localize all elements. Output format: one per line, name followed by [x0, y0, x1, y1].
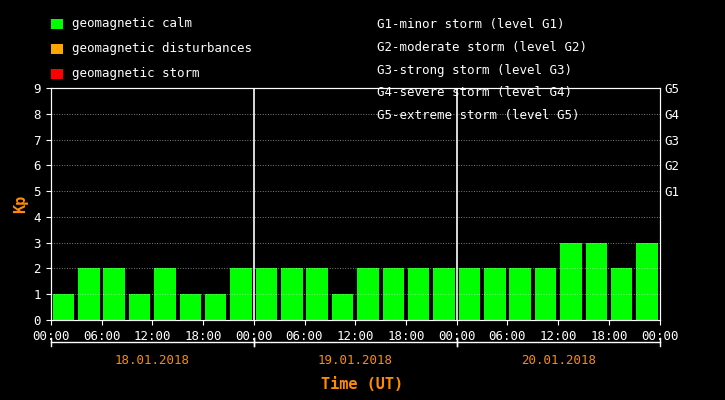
Bar: [205, 294, 226, 320]
Bar: [434, 268, 455, 320]
Bar: [484, 268, 505, 320]
Text: G2-moderate storm (level G2): G2-moderate storm (level G2): [377, 41, 587, 54]
Bar: [560, 243, 581, 320]
Bar: [231, 268, 252, 320]
Bar: [383, 268, 404, 320]
Bar: [535, 268, 556, 320]
Bar: [104, 268, 125, 320]
Bar: [459, 268, 480, 320]
Text: G5-extreme storm (level G5): G5-extreme storm (level G5): [377, 109, 579, 122]
Text: 18.01.2018: 18.01.2018: [115, 354, 190, 366]
Text: 19.01.2018: 19.01.2018: [318, 354, 393, 366]
Bar: [281, 268, 302, 320]
Text: geomagnetic storm: geomagnetic storm: [72, 67, 200, 80]
Bar: [53, 294, 74, 320]
Bar: [129, 294, 150, 320]
Bar: [586, 243, 607, 320]
Bar: [510, 268, 531, 320]
Text: G3-strong storm (level G3): G3-strong storm (level G3): [377, 64, 572, 77]
Bar: [180, 294, 201, 320]
Bar: [611, 268, 632, 320]
Bar: [154, 268, 175, 320]
Text: 20.01.2018: 20.01.2018: [521, 354, 596, 366]
Text: G1-minor storm (level G1): G1-minor storm (level G1): [377, 18, 565, 31]
Y-axis label: Kp: Kp: [13, 195, 28, 213]
Text: geomagnetic disturbances: geomagnetic disturbances: [72, 42, 252, 55]
Text: G4-severe storm (level G4): G4-severe storm (level G4): [377, 86, 572, 100]
Text: geomagnetic calm: geomagnetic calm: [72, 18, 193, 30]
Bar: [332, 294, 353, 320]
Bar: [307, 268, 328, 320]
Bar: [637, 243, 658, 320]
Text: Time (UT): Time (UT): [321, 377, 404, 392]
Bar: [256, 268, 277, 320]
Bar: [78, 268, 99, 320]
Bar: [357, 268, 378, 320]
Bar: [408, 268, 429, 320]
